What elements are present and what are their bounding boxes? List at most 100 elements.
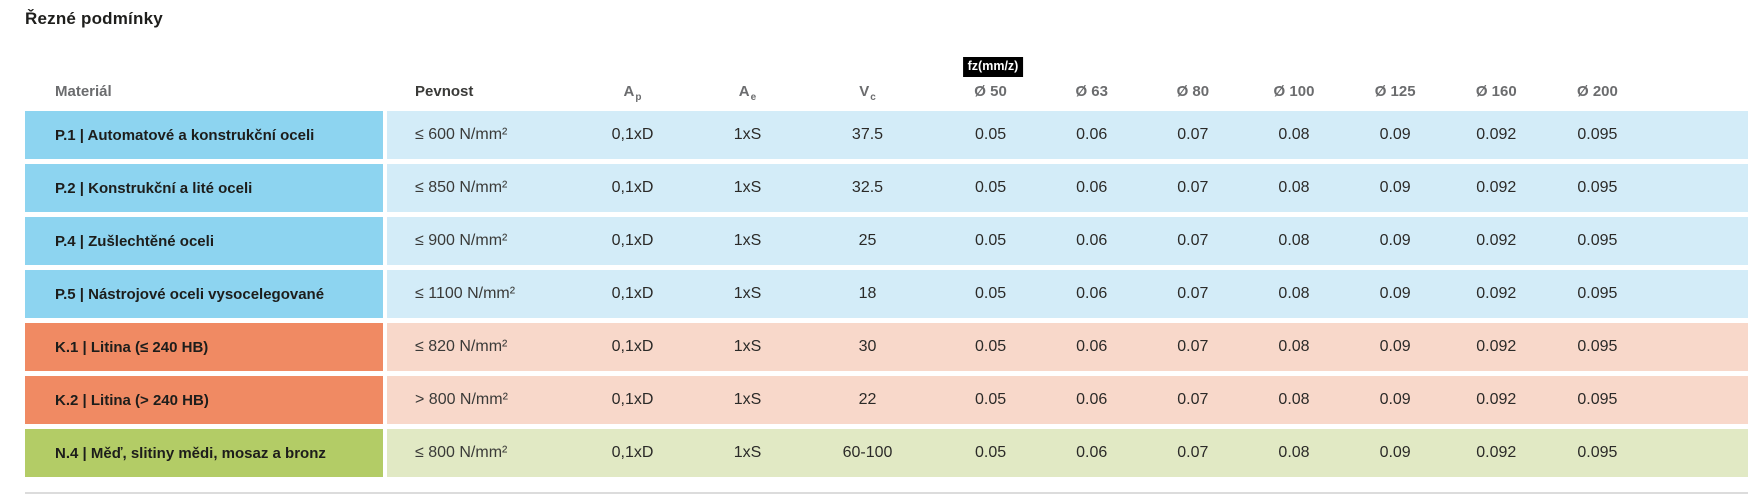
- fz-cell-160: 0.092: [1476, 285, 1517, 302]
- fz-cell-160: 0.092: [1476, 232, 1517, 249]
- fz-cell-100: 0.08: [1278, 285, 1310, 302]
- ap-cell: 0,1xD: [611, 179, 654, 196]
- fz-cell-125: 0.09: [1379, 444, 1411, 461]
- table-row: N.4 | Měď, slitiny mědi, mosaz a bronz ≤…: [25, 429, 1748, 477]
- fz-cell-100: 0.08: [1278, 338, 1310, 355]
- material-cell: K.2 | Litina (> 240 HB): [25, 376, 383, 424]
- vc-cell: 30: [858, 338, 877, 355]
- fz-cell-200: 0.095: [1577, 338, 1618, 355]
- diameter-50-label: Ø 50: [974, 83, 1007, 100]
- fz-unit-badge: fz(mm/z): [962, 57, 1024, 77]
- vc-cell: 60-100: [842, 444, 893, 461]
- ae-symbol: A: [738, 83, 750, 100]
- vc-symbol: V: [859, 83, 870, 100]
- table-row: P.1 | Automatové a konstrukční oceli ≤ 6…: [25, 111, 1748, 159]
- ae-cell: 1xS: [733, 285, 762, 302]
- fz-cell-80: 0.07: [1177, 444, 1209, 461]
- material-cell: P.2 | Konstrukční a lité oceli: [25, 164, 383, 212]
- table-row: K.2 | Litina (> 240 HB) > 800 N/mm² 0,1x…: [25, 376, 1748, 424]
- fz-cell-63: 0.06: [1076, 179, 1108, 196]
- material-cell: K.1 | Litina (≤ 240 HB): [25, 323, 383, 371]
- fz-cell-200: 0.095: [1577, 285, 1618, 302]
- fz-cell-100: 0.08: [1278, 391, 1310, 408]
- fz-cell-200: 0.095: [1577, 179, 1618, 196]
- fz-cell-50: 0.05: [975, 126, 1007, 143]
- ae-cell: 1xS: [733, 179, 762, 196]
- pevnost-cell: ≤ 800 N/mm²: [415, 444, 508, 461]
- fz-cell-160: 0.092: [1476, 391, 1517, 408]
- ap-cell: 0,1xD: [611, 444, 654, 461]
- fz-cell-125: 0.09: [1379, 285, 1411, 302]
- fz-cell-160: 0.092: [1476, 444, 1517, 461]
- vc-subscript: c: [870, 92, 876, 103]
- ap-cell: 0,1xD: [611, 232, 654, 249]
- row-values: ≤ 800 N/mm² 0,1xD 1xS 60-100 0.05 0.06 0…: [387, 429, 1748, 477]
- fz-cell-80: 0.07: [1177, 179, 1209, 196]
- row-values: ≤ 1100 N/mm² 0,1xD 1xS 18 0.05 0.06 0.07…: [387, 270, 1748, 318]
- vc-cell: 18: [858, 285, 877, 302]
- pevnost-cell: ≤ 600 N/mm²: [415, 126, 508, 143]
- page-title: Řezné podmínky: [25, 9, 163, 28]
- fz-cell-50: 0.05: [975, 338, 1007, 355]
- pevnost-cell: > 800 N/mm²: [415, 391, 508, 408]
- ae-cell: 1xS: [733, 391, 762, 408]
- fz-cell-50: 0.05: [975, 285, 1007, 302]
- ae-cell: 1xS: [733, 232, 762, 249]
- ap-symbol: A: [623, 83, 635, 100]
- vc-cell: 25: [858, 232, 877, 249]
- fz-cell-100: 0.08: [1278, 232, 1310, 249]
- fz-cell-160: 0.092: [1476, 179, 1517, 196]
- fz-cell-160: 0.092: [1476, 126, 1517, 143]
- fz-cell-80: 0.07: [1177, 338, 1209, 355]
- fz-cell-80: 0.07: [1177, 391, 1209, 408]
- ap-cell: 0,1xD: [611, 126, 654, 143]
- header-diameter-63: Ø 63: [1075, 83, 1108, 100]
- fz-cell-80: 0.07: [1177, 126, 1209, 143]
- material-cell: P.4 | Zušlechtěné oceli: [25, 217, 383, 265]
- ap-cell: 0,1xD: [611, 285, 654, 302]
- row-values: > 800 N/mm² 0,1xD 1xS 22 0.05 0.06 0.07 …: [387, 376, 1748, 424]
- fz-cell-125: 0.09: [1379, 391, 1411, 408]
- ap-cell: 0,1xD: [611, 338, 654, 355]
- fz-cell-200: 0.095: [1577, 391, 1618, 408]
- header-diameter-80: Ø 80: [1176, 83, 1210, 100]
- ae-cell: 1xS: [733, 444, 762, 461]
- fz-cell-80: 0.07: [1177, 232, 1209, 249]
- header-diameter-50: fz(mm/z) Ø 50: [940, 56, 1041, 110]
- fz-cell-63: 0.06: [1076, 126, 1108, 143]
- fz-cell-125: 0.09: [1379, 338, 1411, 355]
- vc-cell: 32.5: [851, 179, 884, 196]
- row-values: ≤ 600 N/mm² 0,1xD 1xS 37.5 0.05 0.06 0.0…: [387, 111, 1748, 159]
- header-diameter-100: Ø 100: [1273, 83, 1315, 100]
- fz-cell-200: 0.095: [1577, 444, 1618, 461]
- ae-subscript: e: [750, 92, 757, 103]
- material-cell: P.1 | Automatové a konstrukční oceli: [25, 111, 383, 159]
- fz-cell-160: 0.092: [1476, 338, 1517, 355]
- fz-cell-50: 0.05: [975, 232, 1007, 249]
- ae-cell: 1xS: [733, 338, 762, 355]
- header-material: Materiál: [55, 83, 112, 100]
- header-diameter-160: Ø 160: [1475, 83, 1517, 100]
- fz-cell-80: 0.07: [1177, 285, 1209, 302]
- vc-cell: 22: [858, 391, 877, 408]
- row-values: ≤ 900 N/mm² 0,1xD 1xS 25 0.05 0.06 0.07 …: [387, 217, 1748, 265]
- material-cell: N.4 | Měď, slitiny mědi, mosaz a bronz: [25, 429, 383, 477]
- pevnost-cell: ≤ 1100 N/mm²: [415, 285, 516, 302]
- fz-cell-50: 0.05: [975, 179, 1007, 196]
- fz-cell-63: 0.06: [1076, 232, 1108, 249]
- table-row: K.1 | Litina (≤ 240 HB) ≤ 820 N/mm² 0,1x…: [25, 323, 1748, 371]
- fz-cell-200: 0.095: [1577, 126, 1618, 143]
- ap-cell: 0,1xD: [611, 391, 654, 408]
- fz-cell-63: 0.06: [1076, 285, 1108, 302]
- fz-cell-125: 0.09: [1379, 179, 1411, 196]
- fz-cell-50: 0.05: [975, 391, 1007, 408]
- vc-cell: 37.5: [851, 126, 884, 143]
- fz-cell-125: 0.09: [1379, 126, 1411, 143]
- fz-cell-200: 0.095: [1577, 232, 1618, 249]
